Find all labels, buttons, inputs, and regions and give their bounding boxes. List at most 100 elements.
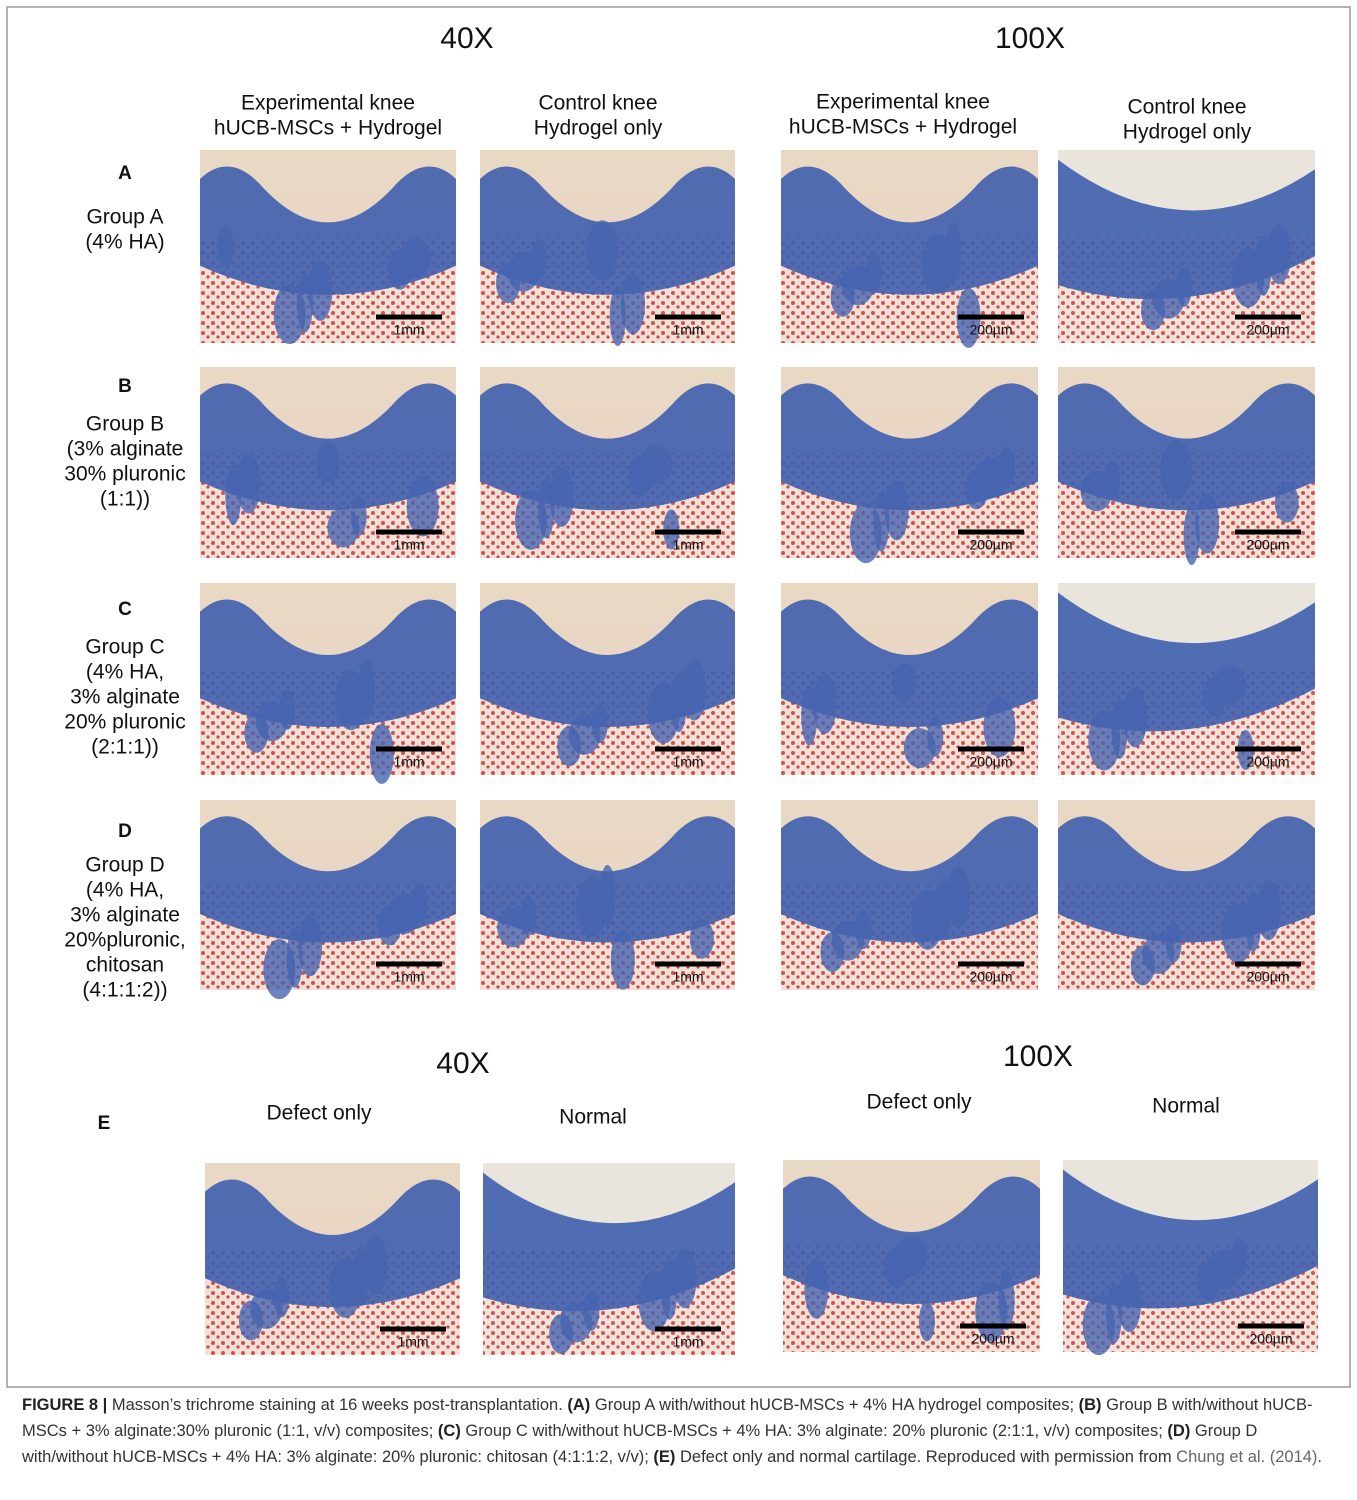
scale-bar-label: 1mm	[393, 969, 424, 985]
micrograph: 1mm	[200, 583, 456, 784]
trabecula	[820, 932, 844, 972]
micrograph: 1mm	[200, 150, 456, 344]
trabecula	[638, 1271, 670, 1331]
caption-segment: (E)	[653, 1448, 675, 1466]
trabecula	[225, 465, 241, 525]
trabecula	[911, 890, 943, 950]
row-label: 3% alginate	[70, 904, 180, 927]
trabecula	[611, 930, 635, 990]
column-label: Experimental knee	[816, 91, 990, 114]
trabecula	[629, 456, 653, 496]
scale-bar-label: 200µm	[969, 537, 1012, 553]
row-label: Group D	[85, 854, 164, 877]
caption-segment: Group C with/without hUCB-MSCs + 4% HA: …	[461, 1422, 1168, 1440]
caption-segment: Defect only and normal cartilage. Reprod…	[675, 1448, 1176, 1466]
trabecula	[610, 286, 626, 346]
row-label: Group B	[86, 413, 164, 436]
magnification: 40X	[440, 22, 493, 55]
scale-bar-label: 200µm	[971, 1331, 1014, 1347]
micrograph: 200µm	[1058, 367, 1315, 565]
column-label: Hydrogel only	[1123, 121, 1252, 144]
row-label: 30% pluronic	[64, 463, 185, 486]
trabecula	[884, 1248, 908, 1288]
trabecula	[557, 726, 581, 766]
magnification: 40X	[436, 1047, 489, 1080]
row-letter: A	[118, 163, 132, 184]
trabecula	[1275, 483, 1299, 523]
caption-segment[interactable]: Chung et al. (2014)	[1176, 1448, 1317, 1466]
trabecula	[515, 490, 547, 550]
trabecula	[407, 476, 439, 536]
scale-bar-label: 200µm	[1246, 537, 1289, 553]
trabecula	[496, 263, 520, 303]
trabecula	[1083, 1295, 1115, 1355]
micrograph: 1mm	[480, 800, 735, 990]
micrograph: 200µm	[1063, 1160, 1318, 1355]
scale-bar-label: 1mm	[393, 754, 424, 770]
trabecula	[586, 220, 618, 280]
row-letter: D	[118, 821, 132, 842]
trabecula	[388, 250, 412, 290]
trabecula	[922, 234, 954, 294]
column-label: Hydrogel only	[534, 117, 663, 140]
row-label: Group C	[85, 636, 164, 659]
trabecula	[690, 919, 714, 959]
column-label: Normal	[559, 1106, 627, 1129]
trabecula	[831, 277, 855, 317]
caption-segment: (D)	[1167, 1422, 1190, 1440]
scale-bar-label: 1mm	[672, 754, 703, 770]
column-label: hUCB-MSCs + Hydrogel	[214, 117, 442, 140]
caption: FIGURE 8 | Masson’s trichrome staining a…	[22, 1392, 1338, 1470]
magnification: 100X	[995, 22, 1065, 55]
trabecula	[904, 728, 936, 768]
trabecula	[1081, 471, 1113, 511]
trabecula	[335, 670, 367, 730]
column-label: Defect only	[866, 1091, 972, 1114]
trabecula	[1203, 676, 1227, 716]
row-label: Group A	[86, 206, 163, 229]
scale-bar-label: 1mm	[672, 537, 703, 553]
column-label: Experimental knee	[241, 92, 415, 115]
scale-bar-label: 200µm	[1246, 322, 1289, 338]
micrograph: 200µm	[783, 1160, 1040, 1352]
row-label: chitosan	[86, 954, 164, 977]
trabecula	[892, 663, 916, 703]
trabecula	[327, 507, 359, 547]
trabecula	[497, 907, 529, 947]
scale-bar-label: 1mm	[672, 969, 703, 985]
row-label: (2:1:1))	[91, 736, 159, 759]
panel-letter: E	[98, 1113, 111, 1134]
caption-segment: (C)	[438, 1422, 461, 1440]
trabecula	[263, 939, 295, 999]
micrograph: 1mm	[483, 1163, 735, 1355]
micrograph: 200µm	[781, 800, 1038, 990]
row-label: 20% pluronic	[64, 711, 185, 734]
row-label: (4:1:1:2))	[82, 979, 167, 1002]
micrograph: 200µm	[1058, 583, 1315, 775]
trabecula	[648, 684, 680, 744]
row-label: (4% HA)	[85, 231, 164, 254]
trabecula	[377, 905, 401, 945]
trabecula	[1131, 945, 1155, 985]
row-letter: C	[118, 599, 132, 620]
column-label: Control knee	[1127, 96, 1246, 119]
trabecula	[1160, 440, 1192, 500]
trabecula	[801, 685, 817, 745]
trabecula	[370, 724, 394, 784]
page: 40X100XExperimental kneehUCB-MSCs + Hydr…	[0, 0, 1357, 1500]
trabecula	[1232, 247, 1264, 307]
trabecula	[804, 1259, 828, 1319]
column-label: Normal	[1152, 1095, 1220, 1118]
magnification: 100X	[1003, 1040, 1073, 1073]
trabecula	[329, 1258, 361, 1318]
scale-bar-label: 1mm	[672, 322, 703, 338]
scale-bar-label: 1mm	[393, 537, 424, 553]
micrograph: 1mm	[200, 800, 456, 999]
scale-bar-label: 1mm	[672, 1334, 703, 1350]
micrograph: 1mm	[205, 1163, 460, 1355]
trabecula	[549, 1314, 573, 1354]
row-label: (1:1))	[100, 488, 150, 511]
row-label: (3% alginate	[67, 438, 184, 461]
trabecula	[1222, 903, 1254, 963]
